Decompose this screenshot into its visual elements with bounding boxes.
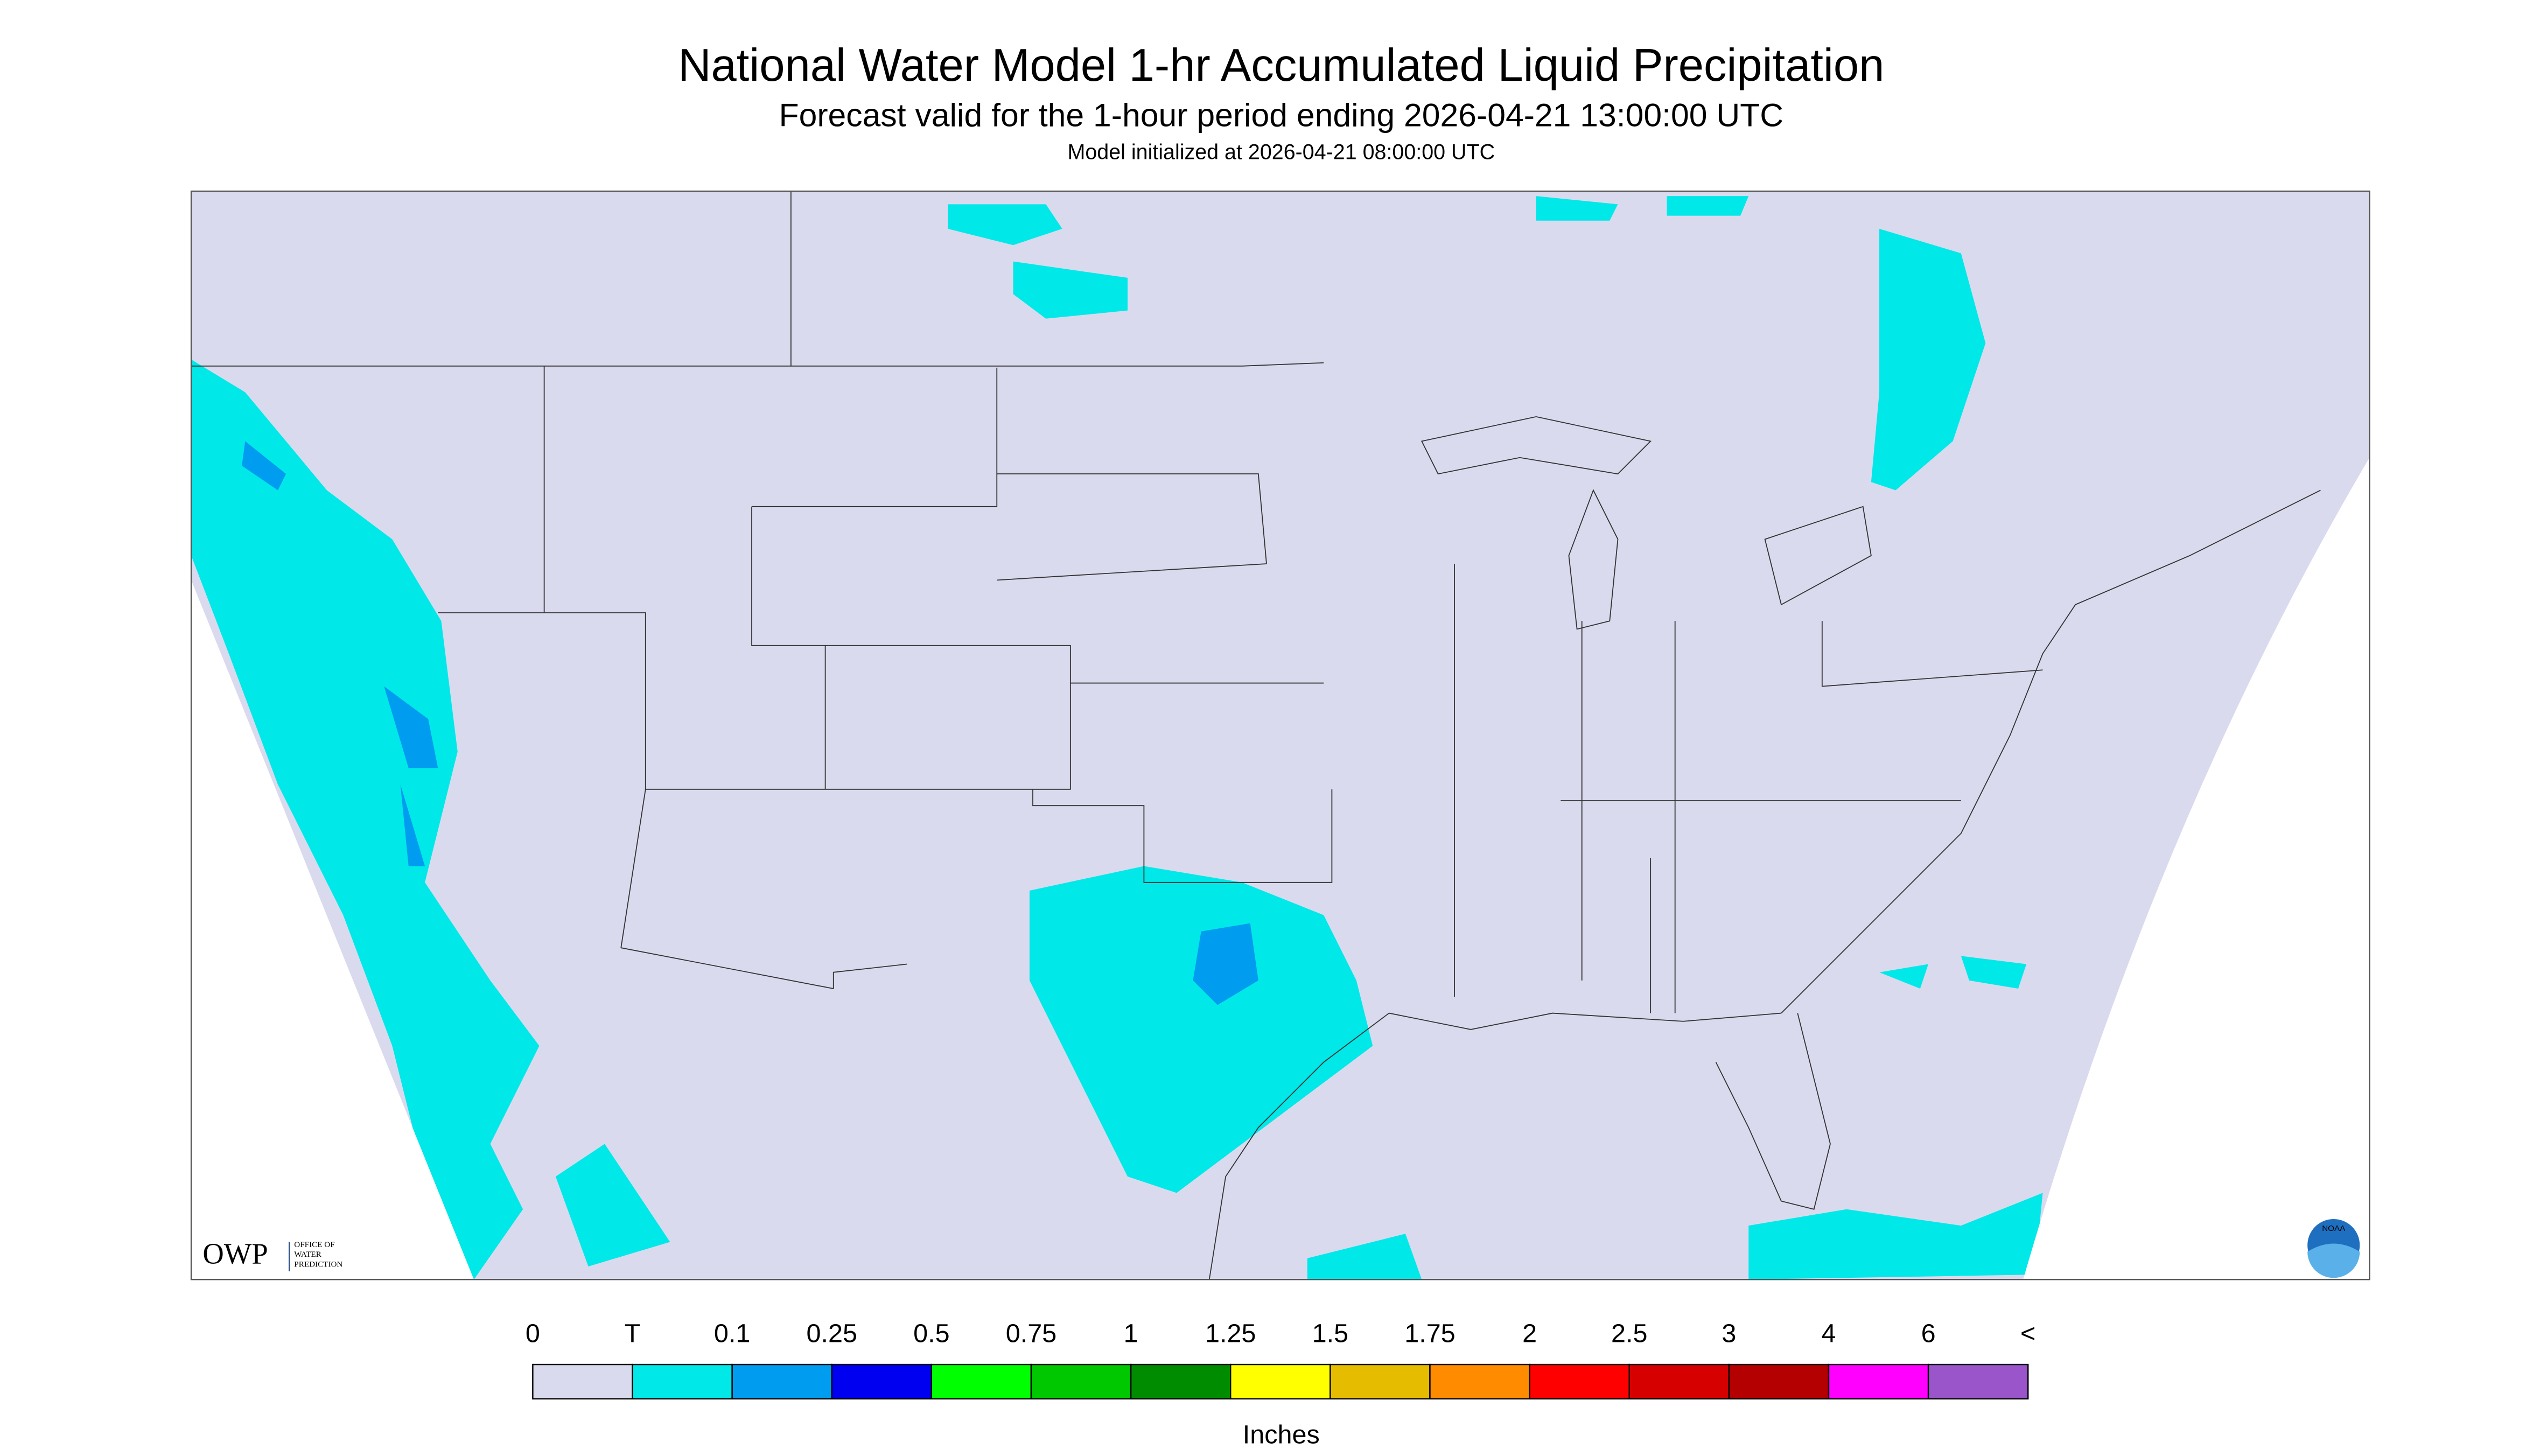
logo-line: PREDICTION bbox=[294, 1259, 342, 1269]
title: National Water Model 1-hr Accumulated Li… bbox=[678, 40, 1884, 91]
legend-swatch bbox=[1330, 1363, 1431, 1399]
legend-label: 1.25 bbox=[1205, 1319, 1256, 1348]
precip-texas bbox=[1029, 866, 1373, 1193]
precip-areas bbox=[191, 196, 2043, 1280]
legend-label: T bbox=[625, 1319, 641, 1348]
precip-southeast bbox=[1307, 956, 2043, 1280]
owp-logo: OWP OFFICE OF WATER PREDICTION bbox=[202, 1237, 342, 1272]
map-frame bbox=[190, 190, 2370, 1280]
legend-swatch bbox=[1130, 1363, 1231, 1399]
init-time: Model initialized at 2026-04-21 08:00:00… bbox=[1068, 141, 1495, 164]
legend-label: < bbox=[2020, 1319, 2035, 1348]
logo-line: OFFICE OF bbox=[294, 1240, 334, 1249]
legend-label: 0.1 bbox=[714, 1319, 750, 1348]
logo-owp: OWP bbox=[202, 1237, 268, 1270]
noaa-wave bbox=[2307, 1243, 2360, 1278]
legend: 0 T 0.1 0.25 0.5 0.75 1 1.25 1.5 1.75 2 2.5 3 4 6 < bbox=[526, 1319, 2035, 1399]
precip-ontario bbox=[1871, 228, 1986, 491]
precip-west bbox=[191, 359, 540, 1280]
legend-label: 3 bbox=[1722, 1319, 1736, 1348]
map-area bbox=[191, 191, 2370, 1280]
noaa-text: NOAA bbox=[2322, 1224, 2346, 1233]
noaa-logo: NOAA bbox=[2307, 1219, 2360, 1278]
legend-swatch bbox=[831, 1363, 933, 1399]
precip-north bbox=[948, 196, 1749, 319]
precip-baja bbox=[555, 1144, 670, 1266]
legend-label: 0.5 bbox=[913, 1319, 950, 1348]
legend-swatch bbox=[1628, 1363, 1730, 1399]
legend-swatch bbox=[1927, 1363, 2029, 1399]
legend-swatch bbox=[632, 1363, 733, 1399]
legend-swatch bbox=[1429, 1363, 1530, 1399]
legend-swatch bbox=[532, 1363, 633, 1399]
legend-label: 1 bbox=[1124, 1319, 1138, 1348]
outside-domain-right bbox=[2023, 457, 2370, 1280]
legend-label: 0.25 bbox=[806, 1319, 857, 1348]
legend-label: 1.75 bbox=[1404, 1319, 1455, 1348]
legend-swatch bbox=[1828, 1363, 1929, 1399]
map bbox=[190, 190, 2370, 1280]
legend-swatch bbox=[1030, 1363, 1132, 1399]
legend-label: 2 bbox=[1522, 1319, 1537, 1348]
legend-unit: Inches bbox=[1243, 1420, 1320, 1449]
legend-swatch bbox=[1230, 1363, 1331, 1399]
subtitle: Forecast valid for the 1-hour period end… bbox=[779, 97, 1784, 134]
legend-label: 1.5 bbox=[1312, 1319, 1349, 1348]
legend-label: 0 bbox=[526, 1319, 540, 1348]
legend-label: 4 bbox=[1821, 1319, 1836, 1348]
legend-swatch bbox=[930, 1363, 1032, 1399]
legend-label: 6 bbox=[1921, 1319, 1936, 1348]
boundaries bbox=[191, 191, 2321, 1280]
legend-swatch bbox=[731, 1363, 832, 1399]
legend-swatch bbox=[1529, 1363, 1630, 1399]
precip-texas-heavy bbox=[1193, 923, 1258, 1005]
logo-line: WATER bbox=[294, 1250, 321, 1259]
legend-swatch bbox=[1728, 1363, 1830, 1399]
legend-label: 2.5 bbox=[1611, 1319, 1648, 1348]
legend-label: 0.75 bbox=[1006, 1319, 1056, 1348]
